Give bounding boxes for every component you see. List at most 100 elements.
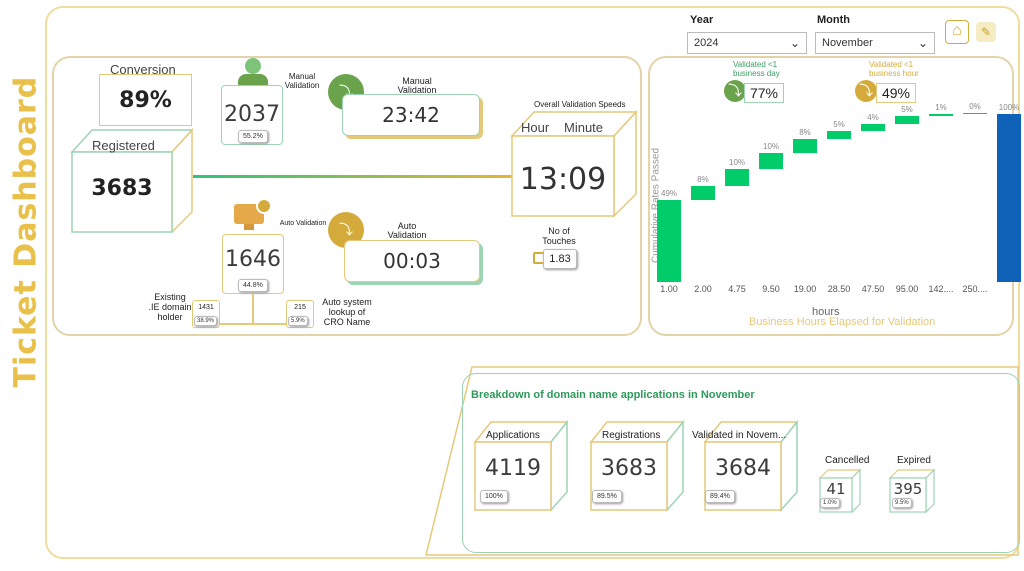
x-tick-label: 47.50 (861, 284, 885, 294)
existing-pct: 38.9% (194, 316, 218, 326)
registrations-label: Registrations (602, 430, 661, 441)
breakdown-frame (424, 365, 1020, 557)
bar-value-label: 49% (660, 188, 678, 198)
waterfall-bar (963, 112, 987, 114)
manual-person-icon (238, 58, 268, 88)
auto-pct: 44.8% (238, 279, 268, 292)
x-axis-label: hours (812, 306, 840, 318)
existing-label: Existing .IE domain holder (148, 292, 192, 322)
bar-value-label: 5% (901, 104, 913, 114)
x-tick-label: 250.... (962, 284, 988, 294)
conversion-label: Conversion (110, 62, 176, 77)
applications-label: Applications (486, 430, 540, 441)
branch-line (252, 294, 254, 324)
manual-time-label: Manual Validation (397, 76, 437, 95)
year-select[interactable]: 2024 ⌄ (687, 32, 807, 54)
x-tick-label: 28.50 (827, 284, 851, 294)
main-frame (45, 6, 1020, 559)
x-tick-label: 95.00 (895, 284, 919, 294)
edit-icon[interactable]: ✎ (976, 22, 996, 42)
cancelled-pct: 1.0% (820, 498, 840, 508)
conversion-value: 89% (119, 87, 172, 113)
overall-cube: Hour Minute 13:09 (510, 110, 638, 218)
home-icon[interactable]: ⌂ (945, 20, 969, 44)
applications-value: 4119 (485, 456, 541, 481)
year-label: Year (690, 14, 714, 26)
cro-label: Auto system lookup of CRO Name (322, 297, 372, 327)
expired-pct: 9.5% (892, 498, 912, 508)
day-label: Validated <1 business day (733, 60, 780, 78)
breakdown-panel (462, 373, 1020, 553)
page-title: Ticket Dashboard (8, 75, 44, 388)
registered-cube: Registered 3683 (70, 128, 195, 235)
manual-time-box: 23:42 (342, 94, 480, 136)
month-value: November (822, 37, 873, 49)
conversion-box: 89% (99, 74, 192, 126)
waterfall-bar (759, 152, 783, 170)
month-select[interactable]: November ⌄ (815, 32, 935, 54)
validated-pct: 89.4% (705, 490, 735, 503)
existing-count: 1431 (198, 304, 214, 311)
validated-cube: Validated in Novem... 3684 (692, 420, 799, 512)
auto-icon-label: Auto Validation (279, 220, 327, 227)
registrations-pct: 89.5% (592, 490, 622, 503)
breakdown-title-text: Breakdown of domain name applications in (471, 389, 698, 401)
manual-count: 2037 (224, 102, 280, 127)
expired-cube: 395 (888, 468, 936, 514)
touches-box: 1.83 (533, 249, 577, 269)
bar-value-label: 4% (867, 113, 879, 123)
expired-value: 395 (893, 480, 923, 498)
x-tick-label: 9.50 (762, 284, 780, 294)
registered-label: Registered (92, 138, 155, 153)
overall-time: 13:09 (519, 162, 607, 197)
clock-icon (724, 80, 746, 102)
touches-label: No of Touches (542, 226, 576, 246)
x-tick-label: 1.00 (660, 284, 678, 294)
year-value: 2024 (694, 37, 719, 49)
waterfall-bar (861, 124, 885, 131)
month-label: Month (817, 14, 850, 26)
waterfall-bar (691, 186, 715, 200)
x-tick-label: 19.00 (793, 284, 817, 294)
cro-count: 215 (294, 304, 306, 311)
auto-time-box: 00:03 (344, 240, 480, 282)
validated-value: 3684 (715, 456, 771, 481)
hour-label: Hour (521, 120, 550, 135)
bar-value-label: 1% (935, 103, 947, 113)
registrations-cube: Registrations 3683 (589, 420, 685, 512)
auto-computer-icon (234, 198, 274, 232)
cube-outline (70, 128, 194, 234)
registered-value: 3683 (91, 176, 153, 201)
bar-value-label: 10% (728, 158, 746, 168)
minute-label: Minute (564, 120, 604, 135)
waterfall-bar (725, 169, 749, 187)
bar-value-label: 10% (762, 141, 780, 151)
waterfall-bar (929, 114, 953, 116)
auto-time-label: Auto Validation (387, 221, 427, 240)
chevron-down-icon: ⌄ (917, 36, 928, 50)
bar-value-label: 0% (969, 101, 981, 111)
validated-label: Validated in Novem... (692, 430, 787, 441)
hour-value: 49% (876, 83, 916, 103)
overall-label: Overall Validation Speeds (534, 100, 626, 109)
bar-value-label: 8% (697, 175, 709, 185)
bar-value-label: 5% (833, 119, 845, 129)
x-tick-label: 2.00 (694, 284, 712, 294)
auto-count-box: 1646 (222, 234, 284, 294)
waterfall-bar (895, 115, 919, 125)
bar-value-label: 100% (998, 103, 1020, 112)
cancelled-label: Cancelled (825, 455, 870, 466)
cube-outline (510, 110, 638, 218)
chevron-down-icon: ⌄ (789, 36, 800, 50)
branch-line (220, 323, 290, 325)
clock-icon (855, 80, 877, 102)
applications-pct: 100% (480, 490, 508, 503)
manual-icon-label: Manual Validation (284, 72, 320, 90)
breakdown-title: Breakdown of domain name applications in… (471, 389, 755, 401)
waterfall-chart: 49% 1.00 8% 2.00 10% 4.75 10% 9.50 8% 19.00 5% 28.5… (655, 101, 1021, 294)
total-bar (997, 114, 1021, 282)
day-value: 77% (744, 83, 784, 103)
x-tick-label: 4.75 (728, 284, 746, 294)
breakdown-outline (425, 366, 1019, 556)
